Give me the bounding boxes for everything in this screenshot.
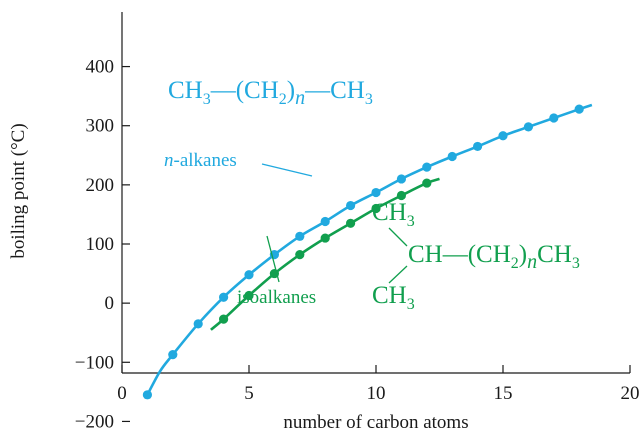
formula-ch2-open: (CH xyxy=(236,77,279,104)
formula-ch3-left: CH xyxy=(168,77,203,104)
n-alkanes-point xyxy=(523,122,534,132)
n-alkanes-leader xyxy=(261,163,313,177)
n-alkanes-point xyxy=(244,270,254,280)
n-alkanes-text: -alkanes xyxy=(174,150,237,171)
isoalkanes-point xyxy=(295,250,305,260)
formula-ch3-right: CH xyxy=(330,77,365,104)
x-tick-label: 15 xyxy=(494,383,513,404)
n-alkanes-point xyxy=(396,174,406,184)
n-alkanes-point xyxy=(193,319,203,329)
n-alkanes-point xyxy=(473,141,483,152)
n-alkanes-point xyxy=(168,349,178,360)
n-alkane-formula: CH3—(CH2)n—CH3 xyxy=(168,77,373,109)
x-axis-title: number of carbon atoms xyxy=(283,412,468,432)
y-tick-label: 300 xyxy=(86,116,115,137)
y-tick-label: 100 xyxy=(86,234,115,255)
n-alkanes-point xyxy=(295,231,305,241)
y-tick-label: 200 xyxy=(86,175,115,196)
y-tick-label: 0 xyxy=(105,293,115,314)
y-axis-title: boiling point (°C) xyxy=(8,123,29,258)
iso-bond-top xyxy=(388,227,408,247)
n-alkanes-point xyxy=(549,113,559,123)
n-alkanes-point xyxy=(219,292,229,302)
isoalkanes-point xyxy=(244,290,254,301)
iso-ch3-top: CH3 xyxy=(372,199,415,230)
n-alkanes-point xyxy=(447,151,457,162)
n-alkanes-point xyxy=(498,131,508,141)
isoalkanes-point xyxy=(371,203,381,214)
formula-n: n xyxy=(295,87,305,109)
formula-dash-2: — xyxy=(304,77,331,104)
iso-bond-bottom xyxy=(388,265,408,284)
n-alkanes-label: n-alkanes xyxy=(164,150,237,171)
x-tick-label: 10 xyxy=(367,383,386,404)
isoalkanes-point xyxy=(396,190,406,201)
n-alkanes-point xyxy=(320,216,330,227)
formula-ch3-right-sub: 3 xyxy=(365,91,373,108)
iso-ch-chain: CH—(CH2)nCH3 xyxy=(408,241,580,273)
n-alkanes-point xyxy=(422,162,432,172)
n-alkanes-prefix: n xyxy=(164,150,174,171)
y-tick-label: −200 xyxy=(75,411,114,432)
formula-ch2-sub: 2 xyxy=(279,91,287,108)
isoalkanes-point xyxy=(320,233,330,243)
formula-ch2-close: ) xyxy=(287,77,295,104)
n-alkanes-point xyxy=(142,390,152,400)
n-alkanes-point xyxy=(371,187,381,198)
n-alkanes-point xyxy=(346,200,356,211)
formula-dash-1: — xyxy=(210,77,237,104)
x-tick-label: 5 xyxy=(244,383,254,404)
points xyxy=(142,104,584,400)
y-tick-label: −100 xyxy=(75,352,114,373)
isoalkanes-point xyxy=(422,178,432,188)
n-alkanes-point xyxy=(574,104,584,114)
formula-ch3-left-sub: 3 xyxy=(203,91,211,108)
y-tick-label: 400 xyxy=(86,57,115,78)
isoalkanes-point xyxy=(346,218,356,228)
x-tick-label: 20 xyxy=(621,383,640,404)
x-tick-label: 0 xyxy=(117,383,127,404)
isoalkanes-leader xyxy=(266,235,280,283)
isoalkanes-point xyxy=(219,314,229,324)
isoalkane-formula: CH3 CH—(CH2)nCH3 CH3 xyxy=(372,199,580,313)
iso-ch3-bottom: CH3 xyxy=(372,282,415,313)
isoalkanes-label: isoalkanes xyxy=(237,287,316,308)
